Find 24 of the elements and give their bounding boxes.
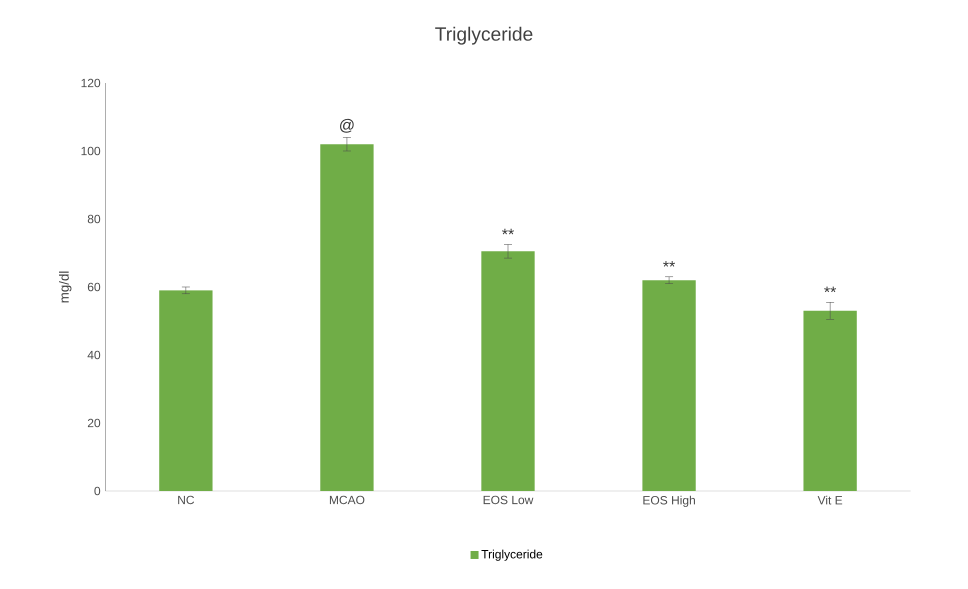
bar bbox=[159, 290, 213, 491]
x-tick-label: EOS Low bbox=[484, 496, 534, 504]
annotation: ** bbox=[502, 228, 514, 234]
annotation: ** bbox=[663, 261, 676, 267]
legend-label: Triglyceride bbox=[481, 550, 542, 561]
y-tick-label: 20 bbox=[88, 418, 100, 428]
annotation: ** bbox=[824, 286, 836, 292]
chart-title: Triglyceride bbox=[435, 26, 532, 45]
y-tick-label: 100 bbox=[82, 146, 100, 156]
bar bbox=[320, 144, 374, 491]
y-tick-label: 60 bbox=[88, 282, 100, 292]
y-axis-title: mg/dl bbox=[59, 272, 72, 302]
y-tick-label: 80 bbox=[88, 214, 100, 224]
y-tick-label: 0 bbox=[94, 486, 100, 496]
x-tick-label: Vit E bbox=[818, 496, 842, 504]
x-tick-label: EOS High bbox=[643, 496, 695, 507]
bar bbox=[642, 280, 696, 491]
y-tick-label: 40 bbox=[88, 350, 100, 360]
y-tick-label: 120 bbox=[82, 78, 100, 88]
x-tick-label: MCAO bbox=[330, 496, 364, 504]
bar bbox=[481, 251, 535, 491]
annotation: @ bbox=[340, 118, 354, 133]
bar bbox=[803, 310, 857, 491]
x-tick-label: NC bbox=[178, 496, 194, 504]
